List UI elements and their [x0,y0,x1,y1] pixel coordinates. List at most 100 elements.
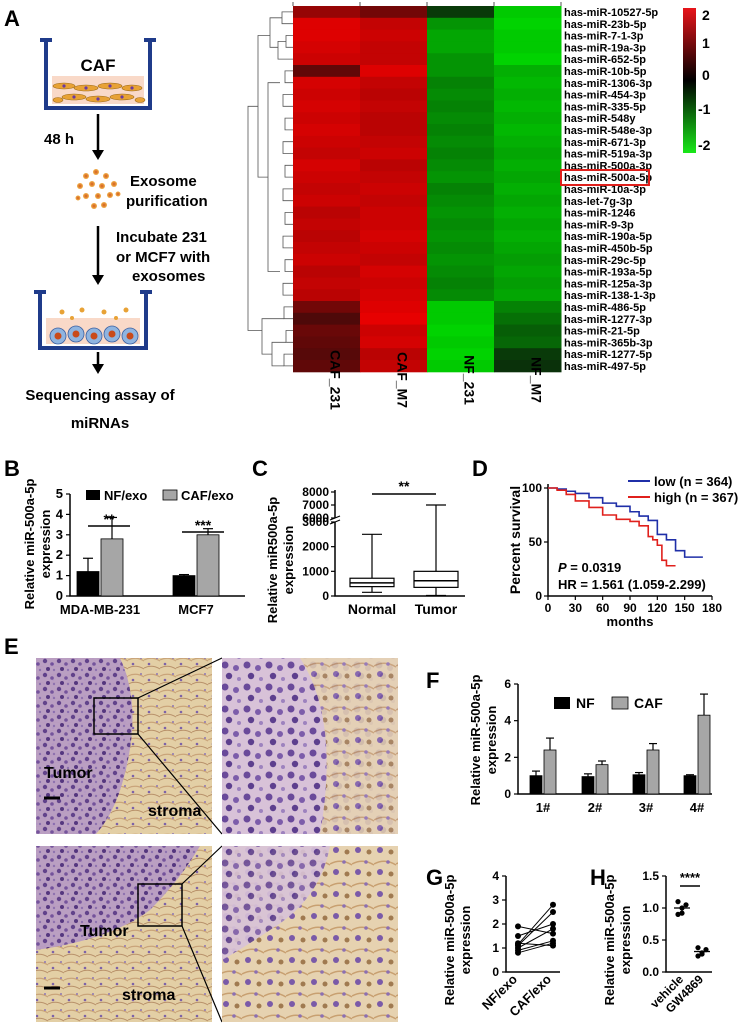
heatmap-cell [494,289,562,302]
scale-tick: 1 [702,35,710,51]
heatmap-cell [427,53,495,66]
heatmap-cell [494,29,562,42]
heatmap-cell [494,88,562,101]
y-tick-label: 2 [504,750,511,764]
panel-b-xtick: MDA-MB-231 [60,602,140,617]
heatmap-cell [360,171,428,184]
heatmap-cell [427,301,495,314]
data-point [550,937,556,944]
heatmap-col-label: CAF_231 [328,350,344,410]
dendrogram-branch [283,306,293,320]
bar [595,764,609,795]
heatmap-cell [494,336,562,349]
caf-label: CAF [81,56,116,75]
legend-caf: CAF/exo [181,488,234,503]
heatmap-cell [293,253,361,267]
data-point [515,933,521,939]
legend-nf-swatch [554,697,570,709]
step-incubate-3: exosomes [132,268,205,285]
heatmap-cell [427,124,495,137]
y-tick-label: 0 [504,787,511,801]
heatmap-cell [494,135,562,149]
heatmap-row-labels: has-miR-10527-5phas-miR-23b-5phas-miR-7-… [564,7,658,373]
y-tick-label: 2 [492,917,499,931]
heatmap-row-label: has-miR-548y [564,113,636,125]
dendrogram-branch [285,35,293,48]
heatmap-cell [427,218,495,231]
y-tick-label: 4 [56,506,64,521]
panel-b-chart: 0 1 2 3 4 5 NF/exo CAF/exo Relative miR-500a-… [22,479,245,617]
tumor-label: Tumor [80,923,129,940]
legend-caf-swatch [611,696,629,710]
exosome-cluster [75,169,121,209]
heatmap-cell [427,17,495,31]
dendrogram-branch [269,17,282,48]
bar [646,749,660,795]
x-tick-label: 120 [647,601,667,615]
heatmap-cell [293,336,361,349]
heatmap-cell [427,230,495,243]
heatmap-cell [427,171,495,184]
arrow-2-head [92,275,104,285]
heatmap-cell [494,253,562,267]
heatmap-cell [427,147,495,160]
y-tick-label: 2000 [302,540,329,554]
bar [683,775,697,795]
heatmap-cell [494,100,562,113]
arrow-1-head [92,150,104,160]
panel-d-label: D [472,456,488,481]
heatmap-cell [293,218,361,231]
legend-nf: NF [576,695,595,711]
y-tick-label: 100 [522,481,542,495]
heatmap-cell [360,76,428,90]
data-point [695,945,701,951]
heatmap-dendrogram [247,11,293,367]
panel-c-ylabel-1: Relative miR500a-5p [265,497,280,624]
heatmap-cell [494,312,562,326]
heatmap-cell [360,277,428,290]
panel-g-ylabel-2: expression [458,906,473,975]
dendrogram-branch [247,105,262,331]
heatmap-row-label: has-miR-548e-3p [564,125,652,137]
data-point [550,925,556,932]
dendrogram-branch [282,235,293,249]
bar [100,538,124,597]
legend-caf: CAF [634,695,663,711]
data-point [515,940,521,947]
y-tick-label: 1000 [302,564,329,578]
data-point [550,921,556,927]
heatmap-cell [494,301,562,314]
dendrogram-branch [277,41,293,60]
y-tick-label: 6 [504,677,511,691]
heatmap-row-label: has-miR-190a-5p [564,231,652,243]
heatmap-row-label: has-miR-125a-3p [564,278,652,290]
tumor-region [36,846,200,950]
bar [543,749,557,795]
heatmap-cell [293,29,361,42]
x-tick-label: 60 [596,601,610,615]
dendrogram-branch [267,82,280,272]
scale-tick: -1 [698,101,711,117]
data-point [695,953,701,959]
x-tick-label: 2# [588,800,603,815]
heatmap-cell [427,159,495,172]
x-tick-label: 90 [623,601,637,615]
heatmap-cell [360,6,428,19]
pair-line [517,940,554,951]
legend-nf-swatch [86,490,100,500]
data-point [550,909,556,915]
y-tick-label: 2 [56,547,63,562]
heatmap-cell [494,206,562,219]
heatmap-cell [360,242,428,255]
heatmap-row-label: has-miR-454-3p [564,90,646,102]
heatmap-cell [293,112,361,125]
heatmap-cell [293,324,361,337]
heatmap-cell [293,242,361,255]
heatmap-cell [293,100,361,113]
data-point [550,942,556,949]
heatmap-cell [427,29,495,42]
data-point [550,930,556,937]
heatmap-col-label: NF_M7 [529,357,545,403]
panel-c-xtick: Tumor [415,601,458,617]
heatmap-cell [427,265,495,278]
